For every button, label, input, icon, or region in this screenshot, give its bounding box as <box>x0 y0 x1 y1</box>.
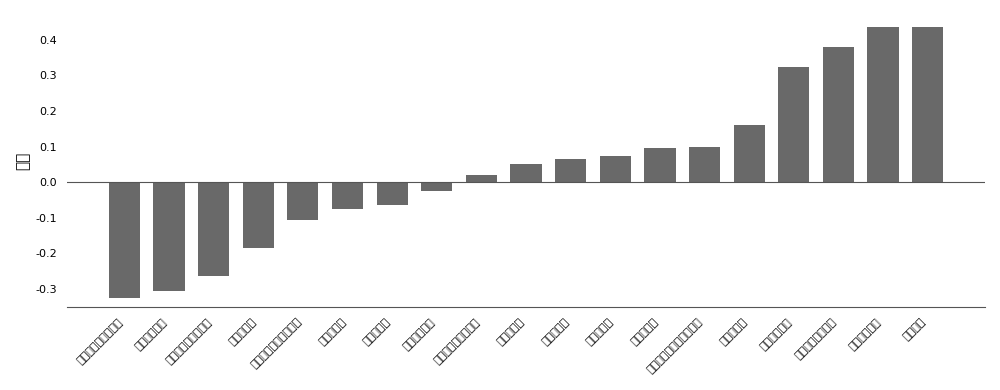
Bar <box>510 165 542 182</box>
Bar <box>109 182 140 298</box>
Bar <box>600 156 631 182</box>
Bar <box>287 182 318 220</box>
Bar <box>153 182 185 291</box>
Bar <box>332 182 363 209</box>
Bar <box>555 159 586 182</box>
Bar <box>912 27 943 182</box>
Bar <box>867 27 899 182</box>
Bar <box>198 182 229 277</box>
Bar <box>243 182 274 248</box>
Bar <box>823 47 854 182</box>
Bar <box>689 147 720 182</box>
Bar <box>466 175 497 182</box>
Bar <box>644 148 676 182</box>
Bar <box>377 182 408 205</box>
Bar <box>734 125 765 182</box>
Bar <box>421 182 452 191</box>
Bar <box>778 67 809 182</box>
Y-axis label: 权重: 权重 <box>15 152 30 170</box>
